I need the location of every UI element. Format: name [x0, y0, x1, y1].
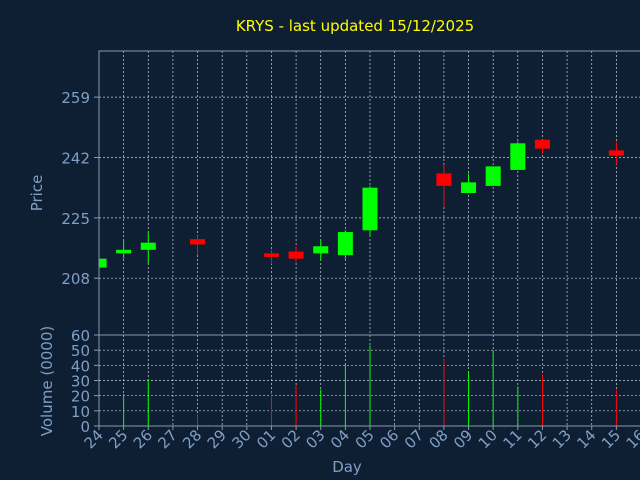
volume-panel-frame	[98, 334, 640, 427]
volume-tick-label: 0	[80, 418, 90, 436]
candle-body	[436, 173, 452, 186]
candle-body	[288, 251, 304, 259]
candle-body	[190, 239, 206, 245]
candle-body	[510, 143, 526, 170]
volume-bars	[123, 345, 617, 426]
volume-tick-label: 50	[71, 342, 90, 360]
price-tick-label: 225	[61, 210, 90, 228]
candle-body	[263, 253, 279, 257]
candle-body	[362, 187, 378, 231]
x-axis-label: Day	[332, 458, 362, 476]
candles	[98, 139, 624, 270]
candle-body	[313, 246, 329, 254]
price-axis-ticks: 208 225 242 259	[61, 89, 99, 288]
chart-title: KRYS - last updated 15/12/2025	[236, 17, 474, 35]
candle-body	[140, 242, 156, 250]
price-tick-label: 242	[61, 150, 90, 168]
volume-tick-label: 10	[71, 403, 90, 421]
candle-body	[337, 232, 353, 256]
volume-tick-label: 40	[71, 357, 90, 375]
volume-tick-label: 30	[71, 373, 90, 391]
candle-body	[99, 258, 107, 268]
volume-tick-label: 20	[71, 388, 90, 406]
volume-axis-label: Volume (0000)	[38, 326, 56, 436]
volume-tick-label: 60	[71, 327, 90, 345]
price-axis-label: Price	[28, 175, 46, 212]
candle-body	[461, 182, 477, 193]
candle-body	[608, 150, 624, 156]
price-tick-label: 208	[61, 270, 90, 288]
candle-body	[485, 166, 501, 186]
candle-body	[534, 139, 550, 149]
candle-body	[116, 249, 132, 254]
price-tick-label: 259	[61, 89, 90, 107]
